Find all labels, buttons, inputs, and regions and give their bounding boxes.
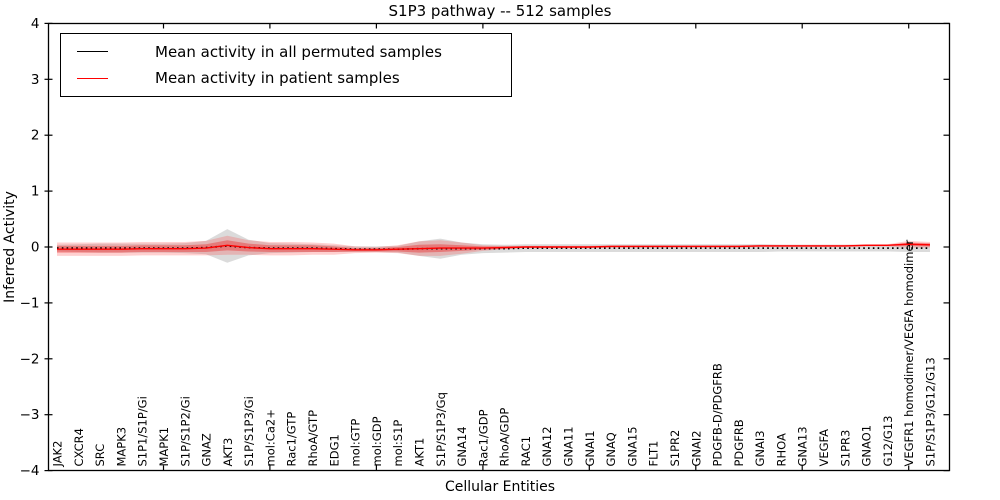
y-tick-label: −4	[20, 463, 40, 479]
x-tick-label: S1PR2	[668, 430, 682, 467]
x-tick-label: Rac1/GDP	[476, 409, 490, 466]
x-tick-label: GNA11	[562, 426, 576, 466]
x-tick-label: RhoA/GTP	[306, 410, 320, 467]
y-tick-label: −3	[20, 407, 40, 423]
chart-title: S1P3 pathway -- 512 samples	[388, 2, 612, 20]
legend-entry-permuted: Mean activity in all permuted samples	[61, 43, 511, 61]
x-tick-label: FLT1	[647, 441, 661, 467]
x-tick-label: Rac1/GTP	[285, 412, 299, 467]
x-tick-label: MAPK1	[157, 427, 171, 467]
y-tick-label: 4	[31, 16, 40, 32]
x-tick-label: GNA12	[540, 426, 554, 466]
y-tick-label: 1	[31, 184, 40, 200]
x-tick-label: GNAZ	[200, 433, 214, 466]
x-tick-label: PDGFB-D/PDGFRB	[711, 363, 725, 466]
x-tick-label: GNA14	[455, 426, 469, 466]
x-tick-label: EDG1	[327, 434, 341, 466]
x-tick-label: RHOA	[775, 433, 789, 466]
legend-entry-patient: Mean activity in patient samples	[61, 69, 511, 87]
x-tick-label: mol:GTP	[349, 419, 363, 467]
x-tick-label: MAPK3	[114, 427, 128, 467]
y-tick-label: 3	[31, 72, 40, 88]
x-tick-label: GNA15	[625, 426, 639, 466]
x-axis-label: Cellular Entities	[444, 479, 556, 495]
patient-mean-line	[57, 243, 931, 251]
x-tick-label: S1P/S1P3/Gi	[242, 396, 256, 466]
x-tick-label: mol:GDP	[370, 416, 384, 466]
x-tick-label: VEGFA	[817, 429, 831, 467]
legend-label-permuted: Mean activity in all permuted samples	[155, 42, 442, 61]
x-tick-label: S1P/S1P3/G12/G13	[924, 357, 938, 466]
x-tick-label: S1P/S1P3/Gq	[434, 392, 448, 466]
y-tick-label: −1	[20, 295, 40, 311]
x-tick-label: PDGFRB	[732, 419, 746, 466]
permuted-confidence-band	[57, 229, 930, 263]
x-tick-label: GNAI2	[689, 430, 703, 466]
x-tick-label: JAK2	[51, 441, 65, 468]
x-tick-label: S1PR3	[838, 430, 852, 467]
x-tick-label: S1P/S1P2/Gi	[178, 396, 192, 466]
x-tick-label: GNAQ	[604, 432, 618, 466]
x-tick-label: GNAI1	[583, 430, 597, 466]
x-tick-label: G12/G13	[881, 416, 895, 467]
legend-line-swatch-patient	[77, 77, 108, 79]
patient-confidence-band-outer	[57, 235, 930, 256]
legend-line-swatch-permuted	[77, 51, 108, 53]
x-tick-label: AKT3	[221, 438, 235, 467]
legend-label-patient: Mean activity in patient samples	[155, 69, 400, 88]
x-tick-label: S1P1/S1P/Gi	[136, 396, 150, 466]
x-tick-label: CXCR4	[72, 428, 86, 466]
x-tick-label: GNA13	[796, 426, 810, 466]
y-tick-label: 2	[31, 128, 40, 144]
patient-confidence-band-inner	[57, 240, 930, 253]
x-tick-label: mol:Ca2+	[263, 409, 277, 466]
y-tick-label: −2	[20, 351, 40, 367]
x-tick-label: VEGFR1 homodimer/VEGFA homodimer	[902, 239, 916, 466]
x-tick-label: RhoA/GDP	[498, 408, 512, 467]
x-tick-label: GNAI3	[753, 430, 767, 466]
x-tick-label: GNAO1	[860, 425, 874, 467]
y-axis-label: Inferred Activity	[2, 191, 18, 303]
x-tick-label: mol:S1P	[391, 420, 405, 467]
x-tick-label: AKT1	[413, 438, 427, 467]
y-tick-label: 0	[31, 240, 40, 256]
legend-box: Mean activity in all permuted samples Me…	[60, 33, 512, 97]
x-tick-label: SRC	[93, 444, 107, 467]
x-tick-label: RAC1	[519, 436, 533, 467]
